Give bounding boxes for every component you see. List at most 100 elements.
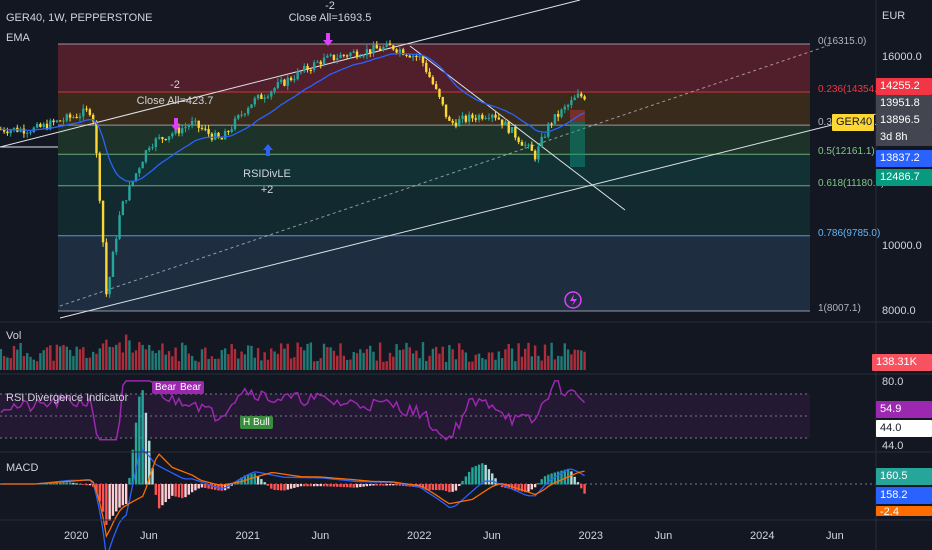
fib-label: 0.618(11180.7) bbox=[818, 177, 885, 189]
candle-body bbox=[309, 69, 313, 71]
candle-body bbox=[266, 96, 270, 98]
volume-bar bbox=[82, 347, 85, 370]
macd-hist-bar bbox=[177, 484, 181, 498]
volume-bar bbox=[207, 359, 210, 370]
candle-body bbox=[438, 88, 441, 98]
macd-hist-bar bbox=[200, 484, 204, 488]
candle-body bbox=[500, 119, 504, 126]
volume-bar bbox=[306, 343, 309, 370]
volume-bar bbox=[332, 350, 336, 370]
volume-bar bbox=[563, 343, 566, 370]
candle-body bbox=[576, 93, 580, 98]
volume-bar bbox=[425, 360, 428, 370]
volume-bar bbox=[428, 355, 431, 370]
candle-body bbox=[566, 104, 570, 107]
macd-hist-bar bbox=[266, 484, 270, 486]
lower-channel-line bbox=[59, 99, 932, 319]
candle-body bbox=[263, 97, 266, 99]
candle-body bbox=[144, 150, 148, 162]
candle-body bbox=[124, 200, 128, 202]
macd-hist-bar bbox=[524, 484, 527, 493]
macd-value-signal: -2.4 bbox=[876, 506, 932, 516]
macd-hist-bar bbox=[491, 473, 494, 485]
volume-bar bbox=[19, 342, 22, 370]
fib-label: 0.5(12161.1) bbox=[818, 146, 875, 158]
candle-body bbox=[115, 238, 118, 252]
volume-bar bbox=[533, 345, 537, 370]
volume-bar bbox=[68, 349, 72, 370]
macd-hist-bar bbox=[474, 466, 477, 485]
candle-body bbox=[2, 129, 6, 132]
macd-hist-bar bbox=[563, 469, 566, 485]
candle-body bbox=[240, 114, 243, 116]
macd-hist-bar bbox=[316, 484, 319, 487]
macd-hist-bar bbox=[204, 484, 207, 489]
volume-bar bbox=[243, 354, 247, 370]
fib-zones bbox=[58, 43, 810, 312]
volume-bar bbox=[233, 349, 237, 370]
macd-hist-bar bbox=[62, 482, 65, 485]
macd-hist-bar bbox=[111, 484, 115, 516]
candle-body bbox=[395, 49, 398, 53]
candle-body bbox=[573, 97, 576, 101]
volume-bar bbox=[164, 354, 167, 370]
volume-bar bbox=[583, 351, 586, 370]
macd-hist-bar bbox=[121, 484, 125, 506]
macd-hist-bar bbox=[134, 422, 138, 485]
close-all-1-qty: -2 bbox=[325, 0, 335, 12]
candle-body bbox=[190, 120, 194, 126]
candle-body bbox=[131, 180, 134, 186]
candle-body bbox=[55, 120, 59, 123]
macd-hist-bar bbox=[131, 449, 134, 485]
candle-body bbox=[88, 109, 92, 115]
candle-body bbox=[273, 87, 276, 92]
volume-bar bbox=[326, 347, 329, 370]
candle-body bbox=[448, 116, 451, 121]
macd-pane bbox=[0, 390, 880, 550]
fib-label: 0.786(9785.0) bbox=[818, 227, 881, 239]
candle-body bbox=[411, 55, 415, 58]
volume-bar bbox=[237, 358, 240, 370]
macd-hist-bar bbox=[461, 480, 464, 485]
macd-hist-bar bbox=[45, 483, 49, 485]
rsidiv-qty: +2 bbox=[260, 184, 274, 196]
macd-hist-bar bbox=[49, 483, 52, 485]
candle-body bbox=[237, 115, 240, 119]
candle-body bbox=[12, 127, 16, 131]
candle-body bbox=[134, 173, 138, 181]
volume-bar bbox=[16, 349, 19, 370]
volume-bar bbox=[246, 345, 250, 370]
volume-bar bbox=[118, 342, 121, 370]
macd-hist-bar bbox=[533, 484, 537, 488]
candle-body bbox=[385, 43, 388, 47]
volume-bar bbox=[276, 353, 280, 370]
volume-bar bbox=[441, 346, 444, 370]
volume-bar bbox=[504, 349, 507, 370]
macd-hist-bar bbox=[481, 463, 484, 485]
macd-hist-bar bbox=[369, 484, 372, 486]
candle-body bbox=[484, 117, 487, 119]
candle-body bbox=[312, 62, 316, 71]
macd-hist-bar bbox=[154, 484, 158, 495]
macd-hist-bar bbox=[263, 482, 266, 485]
macd-hist-bar bbox=[530, 484, 534, 490]
candle-body bbox=[583, 96, 586, 100]
macd-hist-bar bbox=[230, 484, 233, 486]
candle-body bbox=[167, 136, 171, 140]
candle-body bbox=[68, 114, 72, 118]
candle-body bbox=[461, 115, 464, 120]
macd-hist-bar bbox=[309, 484, 313, 487]
close-all-arrow-1 bbox=[323, 33, 333, 46]
candle-body bbox=[52, 120, 55, 123]
volume-bar bbox=[174, 347, 177, 370]
candle-body bbox=[246, 108, 250, 114]
candle-body bbox=[560, 109, 563, 117]
volume-bar bbox=[270, 348, 273, 370]
volume-bar bbox=[540, 360, 543, 370]
macd-hist-bar bbox=[253, 473, 256, 485]
volume-bar bbox=[454, 359, 458, 370]
candle-body bbox=[547, 123, 550, 137]
macd-hist-bar bbox=[477, 464, 481, 485]
candle-body bbox=[39, 124, 42, 127]
macd-hist-bar bbox=[514, 484, 517, 490]
